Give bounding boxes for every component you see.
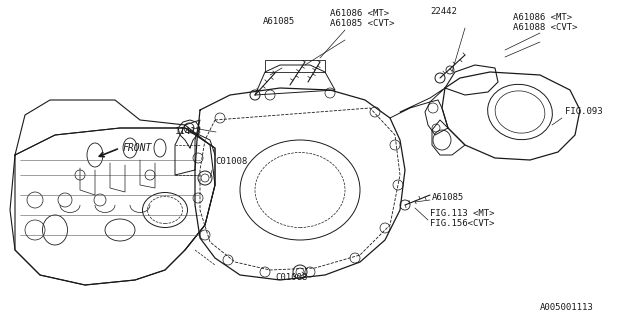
Text: FIG.093: FIG.093 <box>565 108 603 116</box>
Text: A61085: A61085 <box>432 193 464 202</box>
Text: A61088 <CVT>: A61088 <CVT> <box>513 23 577 33</box>
Text: FRONT: FRONT <box>123 143 152 153</box>
Text: A61086 <MT>: A61086 <MT> <box>330 10 389 19</box>
Text: FIG.113 <MT>: FIG.113 <MT> <box>430 210 495 219</box>
Text: A61086 <MT>: A61086 <MT> <box>513 13 572 22</box>
Text: A61085 <CVT>: A61085 <CVT> <box>330 20 394 28</box>
Text: C01008: C01008 <box>215 157 247 166</box>
Text: 22442: 22442 <box>430 7 457 17</box>
Text: FIG.156<CVT>: FIG.156<CVT> <box>430 220 495 228</box>
Text: 11413: 11413 <box>175 127 202 137</box>
Text: A005001113: A005001113 <box>540 303 594 313</box>
Text: C01008: C01008 <box>275 274 307 283</box>
Text: A61085: A61085 <box>263 18 295 27</box>
